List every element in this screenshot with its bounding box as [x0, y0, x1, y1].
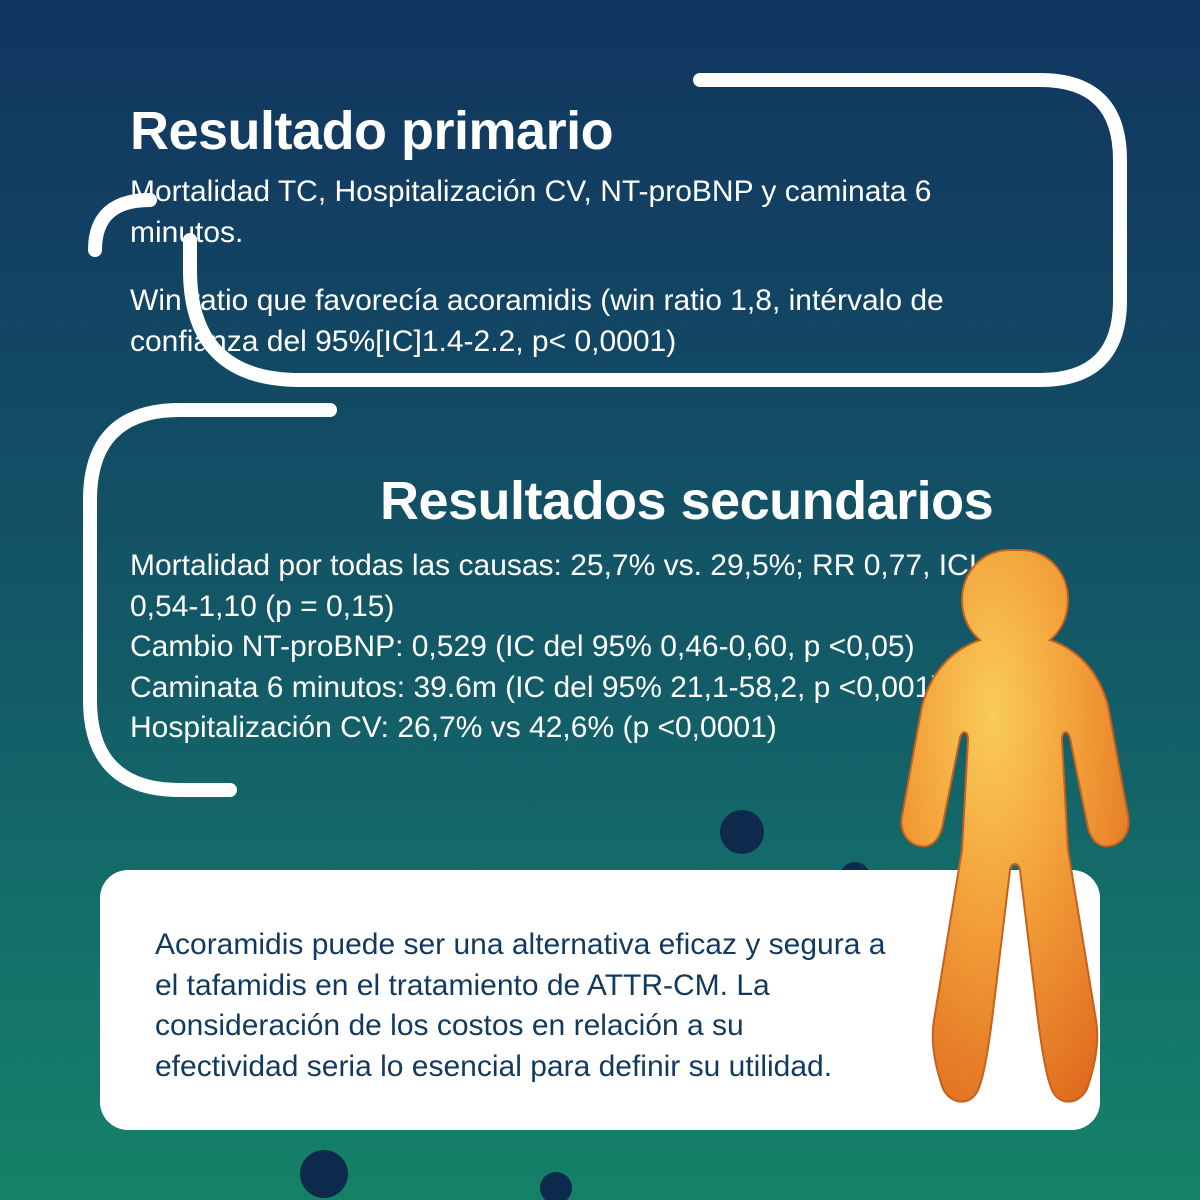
- conclusion-text: Acoramidis puede ser una alternativa efi…: [155, 928, 885, 1083]
- secondary-results-title: Resultados secundarios: [380, 470, 993, 532]
- decorative-dot: [300, 1150, 348, 1198]
- human-figure-icon: [870, 540, 1170, 1180]
- infographic-canvas: Resultado primario Mortalidad TC, Hospit…: [0, 0, 1200, 1200]
- primary-result-line2: Win ratio que favorecía acoramidis (win …: [130, 281, 960, 362]
- primary-result-body: Mortalidad TC, Hospitalización CV, NT-pr…: [130, 172, 960, 362]
- decorative-dot: [540, 1172, 572, 1200]
- primary-result-title: Resultado primario: [130, 100, 613, 162]
- primary-result-line1: Mortalidad TC, Hospitalización CV, NT-pr…: [130, 172, 960, 253]
- decorative-dot: [720, 810, 764, 854]
